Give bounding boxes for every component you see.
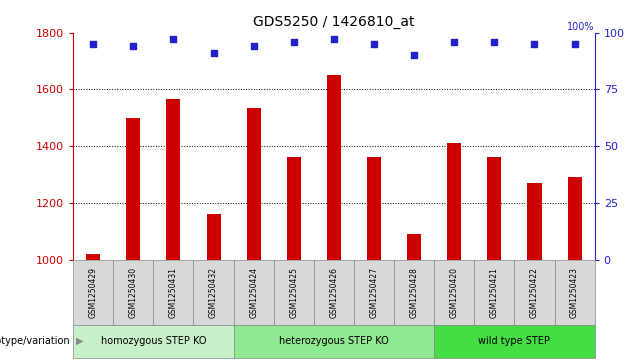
Bar (487, 158, 501, 260)
Text: ▶: ▶ (76, 336, 84, 346)
Text: wild type STEP: wild type STEP (478, 336, 550, 346)
Text: GSM1250422: GSM1250422 (530, 267, 539, 318)
Point (249, 44, 259, 49)
Bar (247, 108, 261, 260)
Text: GSM1250429: GSM1250429 (88, 267, 98, 318)
Text: GSM1250430: GSM1250430 (129, 267, 138, 318)
Point (369, 41, 379, 47)
Bar (127, 118, 141, 260)
Bar (527, 183, 541, 260)
Bar (367, 158, 381, 260)
Bar (447, 143, 461, 260)
Text: GSM1250421: GSM1250421 (490, 267, 499, 318)
Point (329, 37, 339, 42)
Bar (287, 158, 301, 260)
Text: GSM1250423: GSM1250423 (570, 267, 579, 318)
Point (569, 41, 579, 47)
Point (88, 41, 99, 47)
Bar (567, 177, 582, 260)
Point (289, 39, 299, 45)
Text: GSM1250424: GSM1250424 (249, 267, 258, 318)
Point (489, 39, 499, 45)
Text: homozygous STEP KO: homozygous STEP KO (100, 336, 206, 346)
Point (209, 50, 219, 56)
Text: GSM1250427: GSM1250427 (370, 267, 378, 318)
Bar (327, 75, 341, 260)
Text: genotype/variation: genotype/variation (0, 336, 70, 346)
Bar (167, 99, 181, 260)
Point (529, 41, 539, 47)
Text: GSM1250425: GSM1250425 (289, 267, 298, 318)
Text: GSM1250420: GSM1250420 (450, 267, 459, 318)
Text: GSM1250431: GSM1250431 (169, 267, 178, 318)
Bar (86, 254, 100, 260)
Bar (207, 214, 221, 260)
Point (449, 39, 459, 45)
Point (169, 37, 179, 42)
Bar (407, 234, 421, 260)
Text: GSM1250432: GSM1250432 (209, 267, 218, 318)
Text: GSM1250426: GSM1250426 (329, 267, 338, 318)
Point (409, 52, 419, 58)
Text: 100%: 100% (567, 21, 595, 32)
Point (128, 44, 139, 49)
Text: heterozygous STEP KO: heterozygous STEP KO (279, 336, 389, 346)
Title: GDS5250 / 1426810_at: GDS5250 / 1426810_at (253, 15, 415, 29)
Text: GSM1250428: GSM1250428 (410, 267, 418, 318)
